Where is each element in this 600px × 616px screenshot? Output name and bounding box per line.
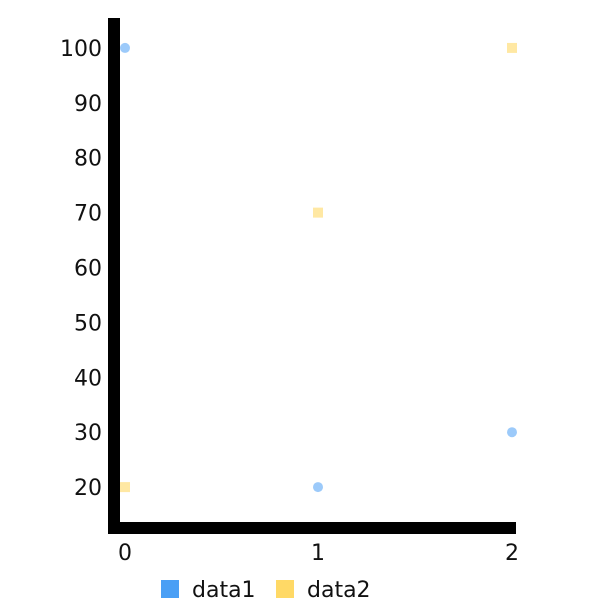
y-tick-label: 80: [74, 147, 102, 172]
x-tick-label: 1: [311, 541, 325, 566]
legend-swatch: [161, 580, 179, 598]
legend-label: data2: [307, 578, 371, 603]
y-tick-label: 50: [74, 311, 102, 336]
legend: data1 data2: [161, 578, 371, 603]
y-tick-label: 100: [60, 37, 102, 62]
point-data2: [120, 482, 130, 493]
legend-swatch: [276, 580, 294, 598]
y-tick-label: 90: [74, 92, 102, 117]
point-data1: [313, 482, 323, 493]
point-data1: [507, 427, 517, 438]
point-data1: [120, 42, 130, 53]
x-tick-label: 0: [118, 541, 132, 566]
axes: [108, 18, 516, 534]
point-data2: [507, 42, 517, 53]
x-axis-ticks: 0 1 2: [118, 541, 519, 566]
y-tick-label: 70: [74, 202, 102, 227]
y-tick-label: 20: [74, 476, 102, 501]
legend-label: data1: [192, 578, 256, 603]
y-tick-label: 60: [74, 257, 102, 282]
y-axis-ticks: 20 30 40 50 60 70 80 90 100: [60, 37, 102, 501]
y-tick-label: 30: [74, 421, 102, 446]
x-tick-label: 2: [505, 541, 519, 566]
y-tick-label: 40: [74, 366, 102, 391]
data-points: [120, 42, 517, 493]
legend-item-data2: data2: [276, 578, 371, 603]
legend-item-data1: data1: [161, 578, 256, 603]
point-data2: [313, 207, 323, 218]
